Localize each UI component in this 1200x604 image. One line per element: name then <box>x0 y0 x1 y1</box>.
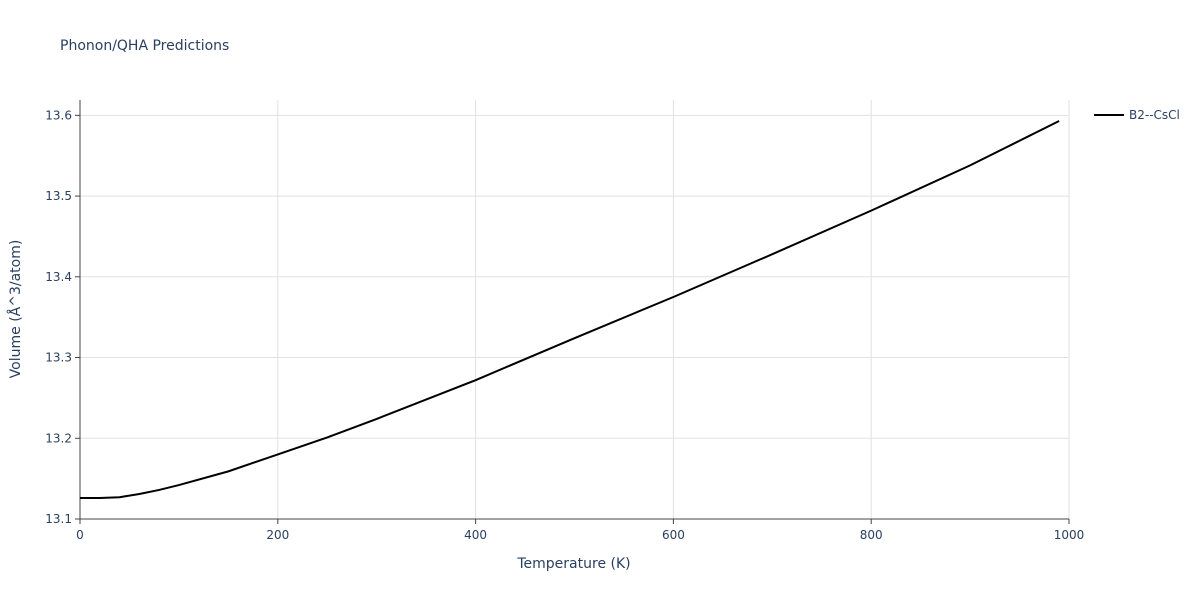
legend-label: B2--CsCl <box>1129 108 1180 122</box>
chart-title: Phonon/QHA Predictions <box>60 38 229 54</box>
x-tick-label: 800 <box>860 528 883 542</box>
x-tick-label: 600 <box>662 528 685 542</box>
y-tick-label: 13.4 <box>45 270 72 284</box>
y-tick-label: 13.2 <box>45 431 72 445</box>
y-axis-label: Volume (Å^3/atom) <box>7 240 24 379</box>
y-tick-label: 13.6 <box>45 108 72 122</box>
x-tick-label: 0 <box>76 528 84 542</box>
y-tick-label: 13.1 <box>45 512 72 526</box>
x-tick-label: 400 <box>464 528 487 542</box>
x-tick-label: 1000 <box>1054 528 1085 542</box>
x-axis-label: Temperature (K) <box>516 556 630 572</box>
x-tick-label: 200 <box>266 528 289 542</box>
y-tick-label: 13.3 <box>45 351 72 365</box>
data-line <box>80 120 1060 500</box>
y-tick-label: 13.5 <box>45 189 72 203</box>
